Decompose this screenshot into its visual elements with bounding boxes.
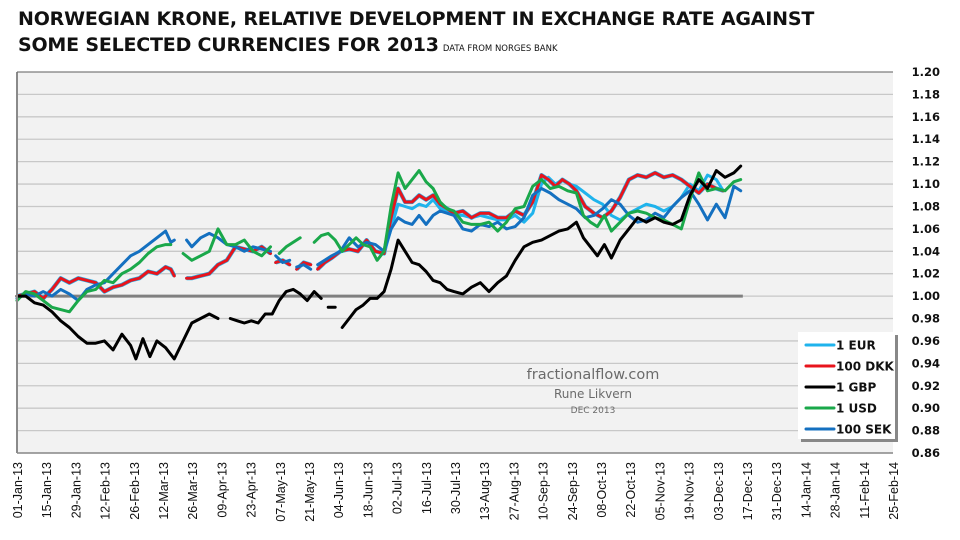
chart-subtitle: DATA FROM NORGES BANK: [442, 44, 558, 54]
series-line: [316, 184, 743, 267]
legend: 1 EUR 100 DKK 1 GBP 1 USD 100 SEK: [798, 332, 898, 442]
x-tick-label: 29-Jan-13: [69, 462, 83, 518]
x-tick-label: 28-Jan-14: [829, 462, 843, 518]
x-tick-label: 03-Dec-13: [712, 462, 726, 520]
x-tick-label: 21-May-13: [303, 462, 317, 522]
x-tick-label: 01-Jan-13: [11, 462, 25, 518]
watermark-site: fractionalflow.com: [527, 367, 660, 383]
series-line: [228, 287, 323, 325]
series-line: [340, 164, 743, 329]
x-tick-label: 25-Feb-14: [887, 462, 901, 520]
x-tick-label: 12-Mar-13: [157, 462, 171, 520]
y-tick-label: 0.92: [912, 379, 940, 393]
y-tick-label: 0.94: [912, 356, 940, 370]
chart-title-line2: SOME SELECTED CURRENCIES FOR 2013 DATA FR…: [18, 34, 558, 56]
y-tick-label: 0.86: [912, 446, 940, 460]
y-tick-label: 1.20: [912, 65, 940, 79]
legend-label: 1 USD: [836, 402, 877, 416]
series-1-usd: [15, 169, 743, 314]
series-line: [274, 254, 292, 264]
x-tick-label: 14-Jan-14: [799, 462, 813, 518]
y-tick-label: 0.98: [912, 312, 940, 326]
legend-label: 1 GBP: [836, 381, 877, 395]
plot-area: [17, 72, 893, 453]
series-line: [15, 294, 220, 361]
x-tick-label: 16-Jul-13: [420, 462, 434, 514]
x-tick-label: 05-Nov-13: [653, 462, 667, 520]
y-tick-label: 1.10: [912, 177, 940, 191]
x-tick-label: 08-Oct-13: [595, 462, 609, 518]
x-tick-label: 12-Feb-13: [99, 462, 113, 520]
x-tick-label: 04-Jun-13: [332, 462, 346, 518]
series-line: [15, 265, 176, 300]
y-tick-label: 1.06: [912, 222, 940, 236]
x-tick-label: 07-May-13: [274, 462, 288, 522]
x-tick-label: 17-Dec-13: [741, 462, 755, 520]
y-axis-ticks: 1.20 1.18 1.16 1.14 1.12 1.10 1.08 1.06 1.04 1.02…: [912, 65, 940, 460]
y-tick-label: 1.14: [912, 132, 940, 146]
watermark-date: DEC 2013: [571, 406, 616, 416]
y-tick-label: 0.96: [912, 334, 940, 348]
x-tick-label: 30-Jul-13: [449, 462, 463, 514]
x-tick-label: 27-Aug-13: [507, 462, 521, 520]
y-tick-label: 1.08: [912, 199, 940, 213]
x-tick-label: 19-Nov-13: [683, 462, 697, 520]
legend-label: 1 EUR: [836, 339, 876, 353]
x-tick-label: 15-Jan-13: [40, 462, 54, 518]
watermark: fractionalflow.com Rune Likvern DEC 2013: [527, 367, 660, 416]
x-tick-label: 26-Feb-13: [128, 462, 142, 520]
x-tick-label: 13-Aug-13: [478, 462, 492, 520]
y-tick-label: 1.18: [912, 87, 940, 101]
x-tick-label: 31-Dec-13: [770, 462, 784, 520]
series-line: [312, 169, 743, 262]
x-tick-label: 11-Feb-14: [858, 462, 872, 519]
y-tick-label: 1.02: [912, 267, 940, 281]
y-tick-label: 0.90: [912, 401, 940, 415]
x-axis-ticks: 01-Jan-13 15-Jan-13 29-Jan-13 12-Feb-13 26-F…: [11, 462, 901, 522]
legend-label: 100 DKK: [836, 360, 894, 374]
x-tick-label: 23-Apr-13: [245, 462, 259, 518]
series-line: [295, 263, 313, 271]
series-line: [277, 236, 302, 255]
chart-title: NORWEGIAN KRONE, RELATIVE DEVELOPMENT IN…: [18, 8, 815, 30]
x-tick-label: 22-Oct-13: [624, 462, 638, 518]
y-tick-label: 0.88: [912, 424, 940, 438]
series-line: [15, 243, 173, 314]
series-line: [181, 227, 272, 262]
y-tick-label: 1.00: [912, 289, 940, 303]
legend-label: 100 SEK: [836, 423, 892, 437]
x-tick-label: 26-Mar-13: [186, 462, 200, 520]
x-tick-label: 09-Apr-13: [215, 462, 229, 518]
x-tick-label: 18-Jun-13: [361, 462, 375, 518]
x-tick-label: 24-Sep-13: [566, 462, 580, 520]
series-group: [15, 164, 743, 361]
series-1-gbp: [15, 164, 743, 361]
chart-title-line2-text: SOME SELECTED CURRENCIES FOR 2013: [18, 34, 439, 56]
series-line: [185, 245, 272, 280]
y-tick-label: 1.16: [912, 110, 940, 124]
y-tick-label: 1.04: [912, 244, 940, 258]
y-tick-label: 1.12: [912, 155, 940, 169]
x-tick-label: 02-Jul-13: [391, 462, 405, 514]
x-tick-label: 10-Sep-13: [537, 462, 551, 520]
series-line: [274, 258, 292, 267]
watermark-author: Rune Likvern: [554, 387, 632, 401]
